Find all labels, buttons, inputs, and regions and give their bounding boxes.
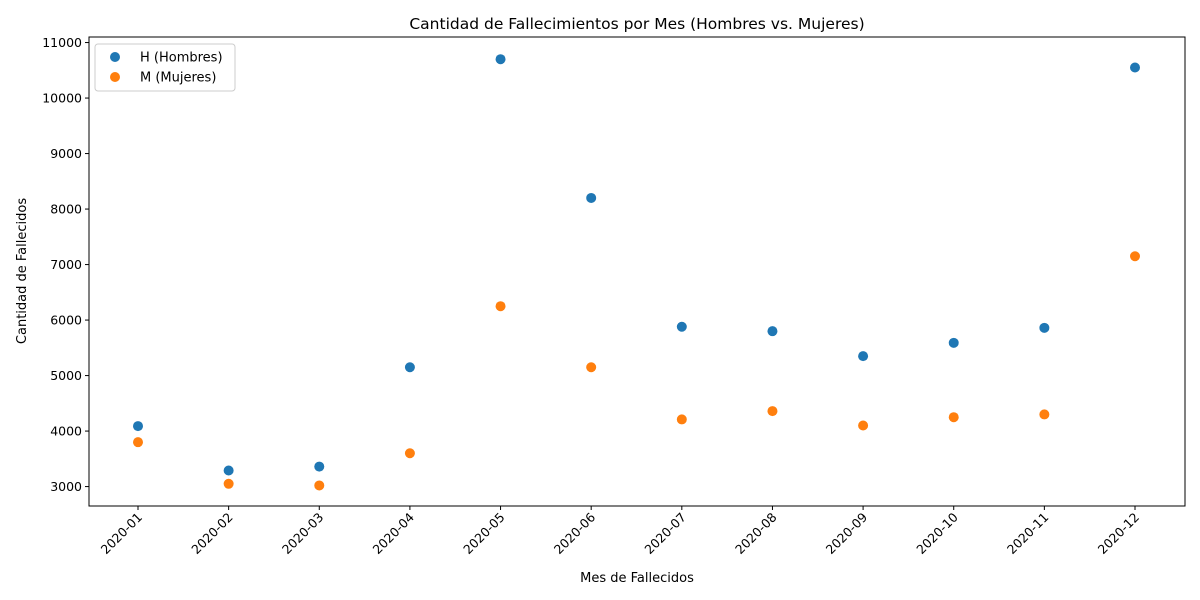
point-hombres [1130,62,1140,73]
x-tick-label: 2020-10 [913,509,961,557]
point-mujeres [314,480,325,491]
point-hombres [495,54,506,65]
x-tick-label: 2020-05 [460,510,508,558]
y-tick-label: 8000 [50,202,82,217]
y-tick-label: 4000 [50,424,82,439]
x-axis: 2020-01 2020-02 2020-03 2020-04 2020-05 2020-… [98,506,1143,558]
x-tick-label: 2020-02 [188,510,236,558]
x-tick-label: 2020-08 [732,509,780,557]
chart-title: Cantidad de Fallecimientos por Mes (Homb… [409,15,864,33]
point-hombres [133,421,143,432]
x-tick-label: 2020-03 [279,510,327,558]
point-mujeres [948,412,959,423]
y-tick-label: 5000 [50,368,82,383]
point-hombres [404,362,415,373]
legend-label: H (Hombres) [140,51,223,66]
x-tick-label: 2020-07 [641,510,689,558]
point-hombres [314,461,325,472]
point-mujeres [495,301,506,312]
point-hombres [1039,322,1050,333]
point-mujeres [1130,251,1140,262]
x-axis-label: Mes de Fallecidos [580,571,694,586]
legend-frame [94,43,236,92]
point-hombres [676,321,687,332]
point-hombres [858,351,869,362]
y-tick-label: 11000 [42,35,82,50]
point-hombres [948,337,959,348]
point-mujeres [767,406,778,417]
y-axis-label: Cantidad de Fallecidos [15,198,30,344]
point-mujeres [404,448,415,459]
y-tick-label: 6000 [50,313,82,328]
point-mujeres [676,414,687,425]
point-hombres [586,192,597,203]
point-mujeres [223,478,234,489]
x-tick-label: 2020-01 [98,510,146,558]
x-tick-label: 2020-06 [551,509,599,557]
point-hombres [767,326,778,337]
y-axis: 3000 4000 5000 6000 7000 8000 9000 10000 11000 [42,35,89,494]
point-hombres [223,465,234,476]
point-mujeres [586,362,597,373]
y-tick-label: 7000 [50,257,82,272]
legend: H (Hombres) M (Mujeres) [94,43,236,92]
y-tick-label: 3000 [50,479,82,494]
legend-marker [110,72,120,82]
plot-area [88,36,1186,507]
x-tick-label: 2020-12 [1095,510,1143,558]
y-tick-label: 9000 [50,146,82,161]
y-tick-label: 10000 [42,91,82,106]
x-tick-label: 2020-04 [369,509,417,557]
point-mujeres [133,437,143,448]
data-points [133,54,1140,491]
point-mujeres [1039,409,1050,420]
x-tick-label: 2020-11 [1004,510,1052,558]
legend-label: M (Mujeres) [140,71,216,86]
x-tick-label: 2020-09 [823,509,871,557]
legend-marker [110,52,120,62]
point-mujeres [858,420,869,431]
